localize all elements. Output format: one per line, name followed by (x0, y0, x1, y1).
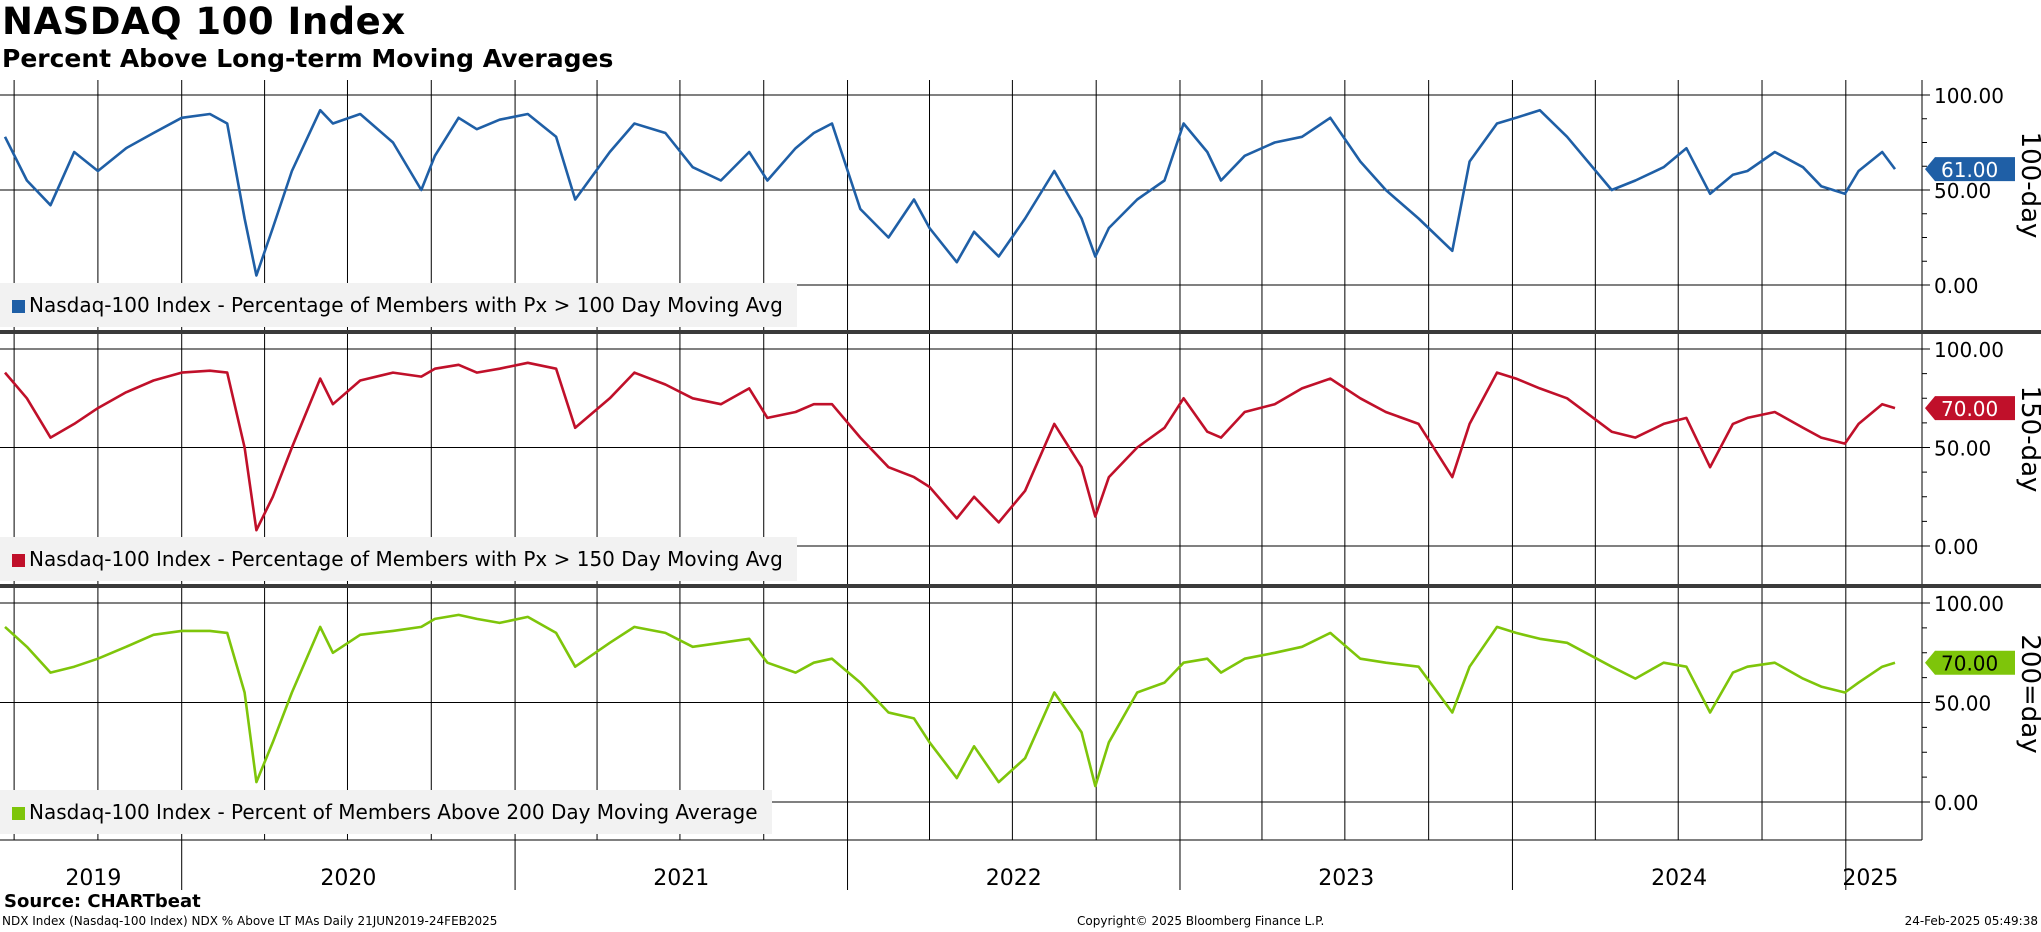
series-line (4, 613, 1896, 788)
x-tick-label: 2024 (1651, 866, 1707, 891)
footer-left: NDX Index (Nasdaq-100 Index) NDX % Above… (2, 914, 498, 928)
y-tick-label: 50.00 (1934, 179, 1991, 203)
legend-swatch (12, 300, 25, 313)
series-line (4, 361, 1896, 532)
x-tick-label: 2022 (986, 866, 1042, 891)
source-note: Source: CHARTbeat (4, 891, 201, 912)
chart-subtitle: Percent Above Long-term Moving Averages (2, 44, 614, 73)
legend-swatch (12, 807, 25, 820)
y-tick-label: 0.00 (1934, 274, 1979, 298)
last-value-label: 61.00 (1941, 158, 1998, 182)
x-tick-label: 2023 (1318, 866, 1374, 891)
last-value-flag (1925, 157, 2015, 182)
last-value-label: 70.00 (1941, 397, 1998, 421)
y-tick-label: 100.00 (1934, 84, 2004, 108)
panel-divider (0, 330, 2041, 334)
x-tick-label: 2019 (65, 866, 121, 891)
y-tick-label: 100.00 (1934, 592, 2004, 616)
last-value-flag (1925, 396, 2015, 421)
footer-timestamp: 24-Feb-2025 05:49:38 (1904, 914, 2038, 928)
axis-label: 200=day (2015, 634, 2041, 753)
chart-title: NASDAQ 100 Index (2, 0, 406, 43)
legend-label: Nasdaq-100 Index - Percentage of Members… (29, 547, 783, 571)
legend-panel-2: Nasdaq-100 Index - Percentage of Members… (0, 537, 797, 581)
panel-divider (0, 584, 2041, 588)
axis-label: 150-day (2015, 386, 2041, 493)
y-tick-label: 0.00 (1934, 791, 1979, 815)
x-tick-label: 2020 (320, 866, 376, 891)
x-tick-label: 2025 (1842, 866, 1898, 891)
series-line (3, 108, 1897, 277)
legend-label: Nasdaq-100 Index - Percent of Members Ab… (29, 800, 758, 824)
y-tick-label: 0.00 (1934, 535, 1979, 559)
legend-panel-3: Nasdaq-100 Index - Percent of Members Ab… (0, 790, 772, 834)
last-value-flag (1925, 650, 2015, 675)
footer-copyright: Copyright© 2025 Bloomberg Finance L.P. (1077, 914, 1325, 928)
y-tick-label: 100.00 (1934, 338, 2004, 362)
legend-panel-1: Nasdaq-100 Index - Percentage of Members… (0, 283, 797, 327)
legend-swatch (12, 554, 25, 567)
last-value-label: 70.00 (1941, 652, 1998, 676)
axis-label: 100-day (2015, 132, 2041, 239)
y-tick-label: 50.00 (1934, 692, 1991, 716)
legend-label: Nasdaq-100 Index - Percentage of Members… (29, 293, 783, 317)
x-tick-label: 2021 (653, 866, 709, 891)
y-tick-label: 50.00 (1934, 437, 1991, 461)
